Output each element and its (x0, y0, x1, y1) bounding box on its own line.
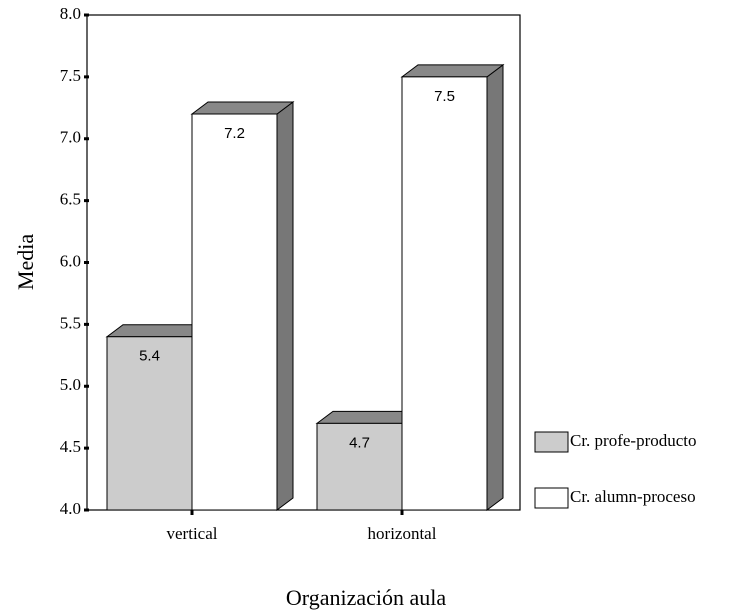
legend-label: Cr. alumn-proceso (570, 487, 696, 506)
y-tick-label: 4.0 (60, 499, 81, 518)
y-tick-label: 5.0 (60, 375, 81, 394)
legend-swatch (534, 431, 569, 453)
legend-swatch (534, 487, 569, 509)
bar (401, 76, 488, 511)
y-tick-label: 6.0 (60, 251, 81, 270)
x-axis-title: Organización aula (286, 585, 446, 610)
bar-side (276, 101, 294, 511)
bar (191, 113, 278, 511)
y-tick-label: 7.5 (60, 66, 81, 85)
x-tick-label: horizontal (368, 524, 437, 543)
value-label: 4.7 (349, 434, 370, 451)
value-label: 7.5 (434, 88, 455, 105)
y-tick-label: 5.5 (60, 313, 81, 332)
x-tick-label: vertical (167, 524, 218, 543)
value-label: 7.2 (224, 125, 245, 142)
bar (106, 336, 193, 511)
bar-side (486, 63, 504, 511)
y-tick-label: 4.5 (60, 437, 81, 456)
bar-top (400, 64, 505, 78)
y-tick-label: 6.5 (60, 190, 81, 209)
y-axis-title: Media (13, 234, 38, 290)
bar-top (190, 101, 295, 115)
y-tick-label: 8.0 (60, 4, 81, 23)
y-tick-label: 7.0 (60, 128, 81, 147)
value-label: 5.4 (139, 348, 160, 365)
bar (316, 422, 403, 511)
legend-label: Cr. profe-producto (570, 431, 697, 450)
